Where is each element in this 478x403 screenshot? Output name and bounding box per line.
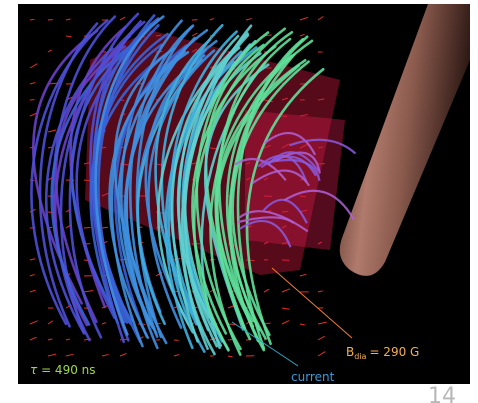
field-arrow [228,339,232,340]
time-value: = 490 ns [41,363,95,377]
current-label: current [291,370,335,384]
field-arrow [66,36,71,37]
red-volume-face [245,110,345,250]
time-label: τ = 490 ns [30,363,96,377]
field-value: = 290 G [369,345,419,359]
visualization: τ = 490 ns current Bdia= 290 G 14 [0,0,478,403]
time-symbol: τ [30,363,38,377]
field-subscript: dia [354,352,366,361]
field-arrow [30,19,35,20]
field-symbol: B [346,345,354,359]
page-number: 14 [428,384,456,403]
page: τ = 490 ns current Bdia= 290 G 14 (() =>… [0,0,478,403]
field-arrow [102,227,108,228]
